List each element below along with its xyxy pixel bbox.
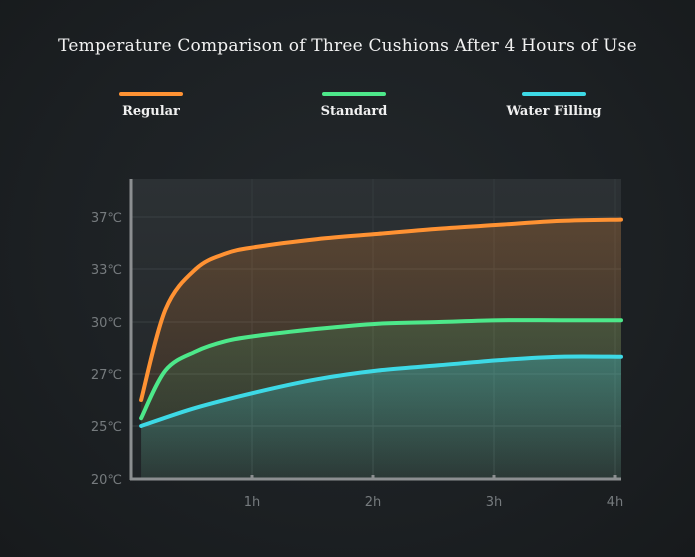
chart-title: Temperature Comparison of Three Cushions… (58, 36, 637, 56)
axes (129, 179, 621, 481)
y-tick-label: 33℃ (91, 263, 122, 278)
legend-label-standard: Standard (320, 104, 388, 119)
series-line-water-filling (139, 354, 623, 428)
y-tick-label: 25℃ (91, 420, 122, 435)
y-tick-label: 27℃ (91, 368, 122, 383)
legend-label-regular: Regular (122, 104, 180, 119)
x-tick-label: 1h (244, 495, 261, 510)
series-line-regular (139, 217, 623, 402)
series-lines (139, 217, 623, 428)
legend-label-water-filling: Water Filling (506, 104, 602, 119)
legend-swatch-water-filling (522, 92, 586, 96)
y-tick-label: 30℃ (91, 316, 122, 331)
series-line-standard (139, 318, 623, 421)
legend-item-standard: Standard (284, 92, 424, 119)
legend-item-regular: Regular (81, 92, 221, 119)
legend-item-water-filling: Water Filling (484, 92, 624, 119)
x-tick-label: 3h (486, 495, 503, 510)
y-tick-label: 37℃ (91, 211, 122, 226)
area-fill-water-filling (141, 356, 621, 479)
legend-swatch-standard (322, 92, 386, 96)
legend-swatch-regular (119, 92, 183, 96)
y-tick-labels: 20℃ 25℃ 27℃ 30℃ 33℃ 37℃ (91, 211, 122, 488)
x-tick-labels: 1h 2h 3h 4h (244, 495, 624, 510)
x-tick-label: 2h (365, 495, 382, 510)
x-tick-label: 4h (607, 495, 624, 510)
y-tick-label: 20℃ (91, 473, 122, 488)
series-fills (141, 219, 621, 479)
